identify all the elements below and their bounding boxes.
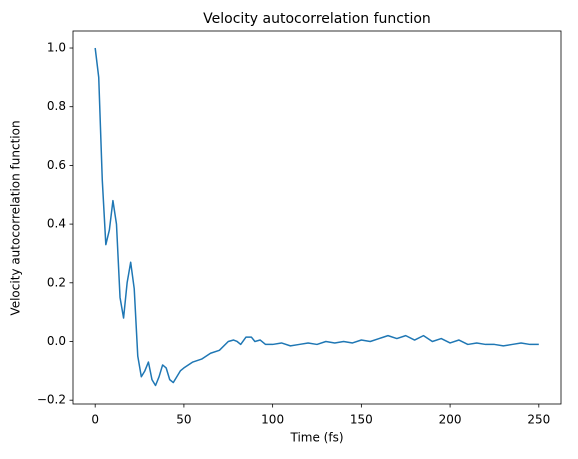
x-tick-label: 150: [350, 413, 373, 427]
y-tick-label: −0.2: [37, 393, 66, 407]
y-axis-label: Velocity autocorrelation function: [9, 120, 23, 315]
x-tick-label: 200: [439, 413, 462, 427]
x-axis-label: Time (fs): [289, 431, 343, 445]
data-line: [94, 47, 539, 387]
y-tick-label: 0.2: [47, 275, 66, 289]
plot-frame: [72, 30, 562, 405]
x-tick-label: 250: [527, 413, 550, 427]
chart-title: Velocity autocorrelation function: [203, 11, 431, 27]
y-tick-label: 1.0: [47, 41, 66, 55]
y-tick-label: 0.0: [47, 334, 66, 348]
y-tick-label: 0.8: [47, 99, 66, 113]
x-tick-label: 0: [91, 413, 99, 427]
x-tick-label: 100: [261, 413, 284, 427]
x-tick-label: 50: [176, 413, 191, 427]
y-tick-label: 0.4: [47, 217, 66, 231]
y-tick-label: 0.6: [47, 158, 66, 172]
